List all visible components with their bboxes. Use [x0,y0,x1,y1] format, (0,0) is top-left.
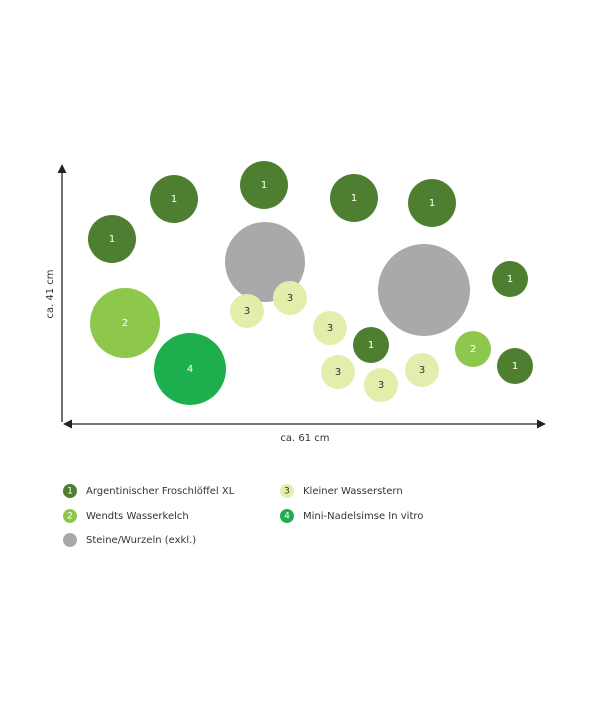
legend-swatch [63,484,77,498]
plant [455,331,491,367]
plant [364,368,398,402]
legend-number: 3 [284,487,290,497]
legend-swatch [63,509,77,523]
plant-number: 4 [187,364,193,375]
plant [492,261,528,297]
plant [150,175,198,223]
plant-number: 1 [171,194,177,205]
plant-number: 2 [122,318,128,329]
plant-number: 1 [351,193,357,204]
legend-number: 1 [67,487,73,497]
legend-label: Wendts Wasserkelch [86,511,189,522]
plant [154,333,226,405]
plant [330,174,378,222]
plant [90,288,160,358]
plant-number: 1 [512,361,518,372]
plant-number: 3 [287,293,293,304]
plant [497,348,533,384]
plant [353,327,389,363]
legend-swatch [280,484,294,498]
plant [273,281,307,315]
plant [240,161,288,209]
plant-number: 3 [378,380,384,391]
legend-label: Argentinischer Froschlöffel XL [86,486,235,497]
plant [88,215,136,263]
plant-number: 1 [429,198,435,209]
legend-number: 4 [284,512,290,522]
plant-number: 3 [335,367,341,378]
stone [378,244,470,336]
legend-swatch [63,533,77,547]
plant [321,355,355,389]
legend-number: 2 [67,512,73,522]
legend-swatch [280,509,294,523]
plant-number: 3 [419,365,425,376]
plant-number: 1 [109,234,115,245]
plant [230,294,264,328]
plant [313,311,347,345]
width-label: ca. 61 cm [280,433,329,444]
height-label: ca. 41 cm [45,269,56,318]
plant-number: 2 [470,344,476,355]
plant-number: 1 [368,340,374,351]
legend-label: Steine/Wurzeln (exkl.) [86,535,196,546]
plant [405,353,439,387]
legend-label: Kleiner Wasserstern [303,486,403,497]
plant-number: 1 [261,180,267,191]
plant [408,179,456,227]
plant-number: 1 [507,274,513,285]
legend-label: Mini-Nadelsimse In vitro [303,511,423,522]
plant-number: 3 [327,323,333,334]
plant-number: 3 [244,306,250,317]
